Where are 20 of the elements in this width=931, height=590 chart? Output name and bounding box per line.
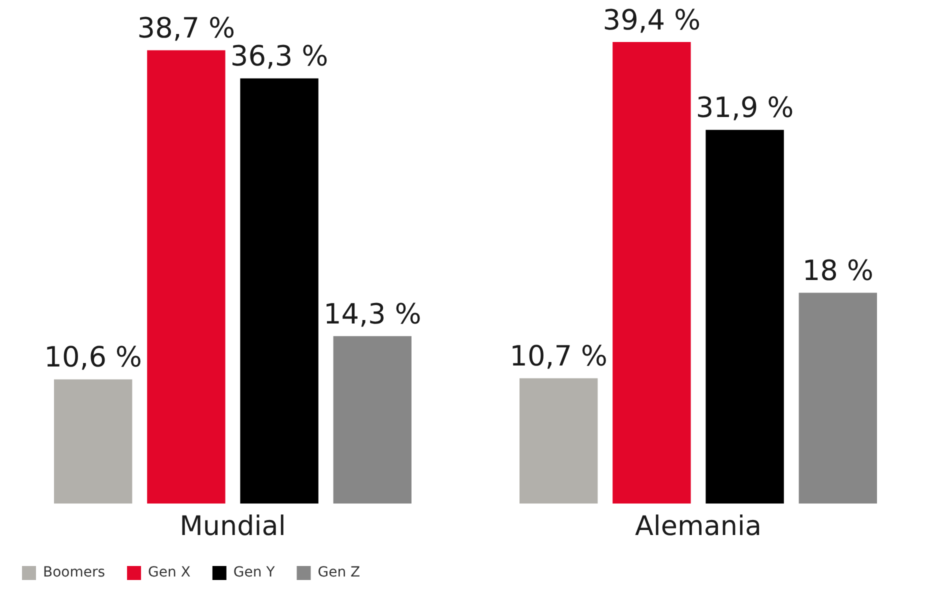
bar: [612, 42, 691, 504]
bar: [333, 336, 412, 504]
data-label: 10,7 %: [510, 340, 608, 373]
bar: [706, 130, 784, 504]
data-label: 18 %: [802, 254, 874, 287]
data-label: 14,3 %: [323, 297, 422, 330]
data-label: 10,6 %: [44, 340, 142, 374]
legend-label: Gen Z: [318, 564, 360, 581]
data-label: 31,9 %: [696, 91, 794, 124]
bar: [240, 78, 318, 504]
data-label: 39,4 %: [602, 3, 701, 36]
x-tick-label: Alemania: [634, 510, 762, 542]
x-tick-label: Mundial: [180, 510, 286, 542]
bar: [54, 379, 132, 504]
bar: [798, 292, 877, 504]
legend-label: Gen X: [148, 564, 191, 581]
legend-label: Gen Y: [233, 564, 276, 581]
bar: [520, 378, 598, 504]
legend-label: Boomers: [43, 564, 106, 581]
bar: [147, 50, 226, 504]
